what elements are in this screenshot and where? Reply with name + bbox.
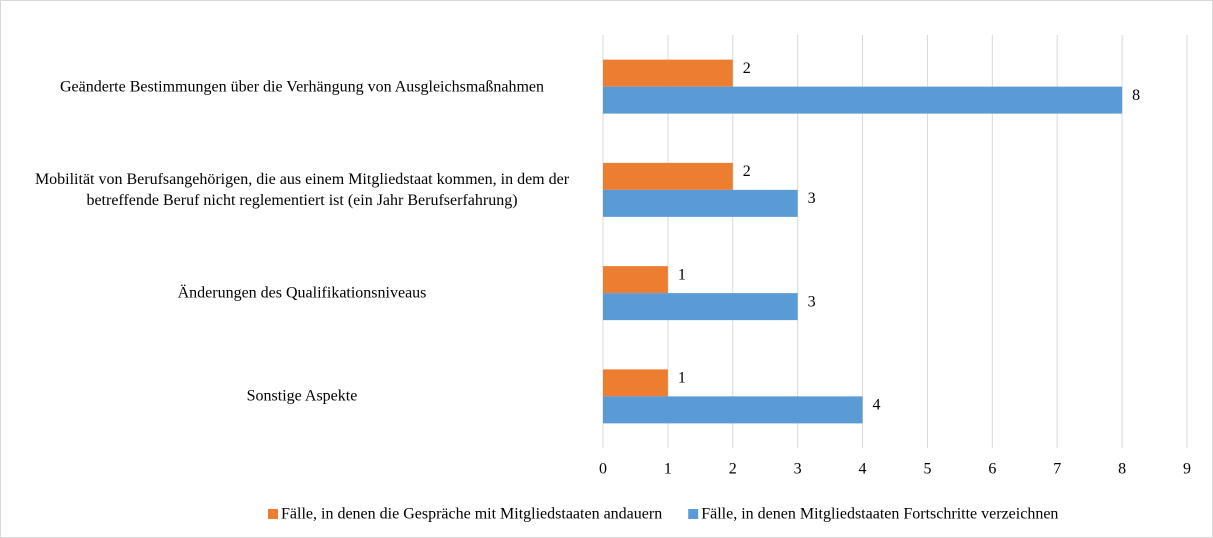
- x-tick-label: 7: [1053, 461, 1061, 478]
- x-tick-label: 1: [664, 461, 672, 478]
- x-tick-label: 9: [1183, 461, 1191, 478]
- category-label: Sonstige Aspekte: [246, 387, 358, 405]
- bar: [603, 162, 733, 190]
- bar: [603, 86, 1123, 114]
- category-label: Mobilität von Berufsangehörigen, die aus…: [34, 170, 570, 209]
- bar: [603, 266, 668, 294]
- category-label: Änderungen des Qualifikationsniveaus: [177, 284, 427, 302]
- data-label: 1: [678, 266, 686, 283]
- x-tick-label: 4: [859, 461, 867, 478]
- data-label: 2: [743, 60, 751, 77]
- x-tick-label: 8: [1118, 461, 1126, 478]
- legend-swatch: [688, 509, 699, 519]
- x-tick-label: 6: [988, 461, 996, 478]
- x-tick-label: 5: [923, 461, 931, 478]
- bar: [603, 59, 733, 87]
- bar: [603, 369, 668, 397]
- x-tick-label: 3: [794, 461, 802, 478]
- legend-label: Fälle, in denen Mitgliedstaaten Fortschr…: [701, 506, 1058, 523]
- data-label: 8: [1132, 87, 1140, 104]
- legend-swatch: [268, 509, 278, 519]
- bar: [603, 293, 798, 321]
- data-label: 4: [873, 397, 881, 414]
- category-label: Geänderte Bestimmungen über die Verhängu…: [59, 78, 545, 96]
- x-tick-label: 2: [729, 461, 737, 478]
- data-label: 3: [808, 293, 816, 310]
- data-label: 2: [743, 163, 751, 180]
- legend-label: Fälle, in denen die Gespräche mit Mitgli…: [281, 506, 662, 523]
- x-tick-label: 0: [599, 461, 607, 478]
- bar: [603, 189, 798, 217]
- data-label: 1: [678, 370, 686, 387]
- bar: [603, 396, 863, 424]
- data-label: 3: [808, 190, 816, 207]
